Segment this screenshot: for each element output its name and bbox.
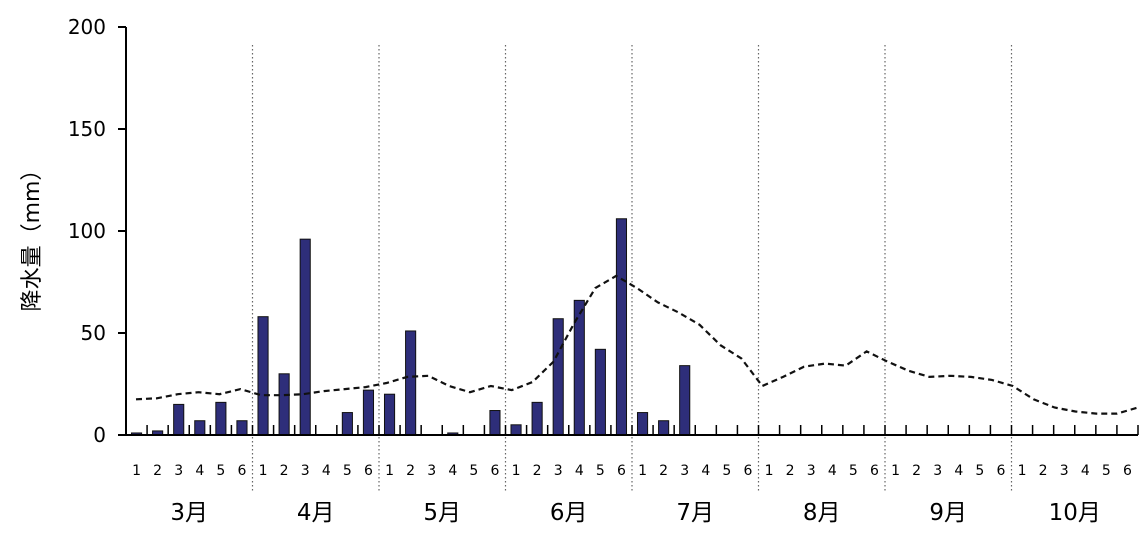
bar <box>405 330 417 436</box>
bar <box>257 316 269 436</box>
bar <box>173 403 185 436</box>
y-axis-title: 降水量（mm） <box>20 159 45 312</box>
y-tick-label: 50 <box>81 321 106 345</box>
x-tick-label: 6 <box>237 463 246 479</box>
x-tick-label: 5 <box>343 463 352 479</box>
x-tick-label: 4 <box>448 463 457 479</box>
x-tick-label: 1 <box>765 463 774 479</box>
x-tick-label: 2 <box>533 463 542 479</box>
bar <box>362 389 375 436</box>
month-label: 4月 <box>297 500 335 526</box>
axes <box>118 26 1139 436</box>
month-label: 6月 <box>550 500 588 526</box>
x-tick-label: 6 <box>617 463 626 479</box>
bar <box>299 238 311 436</box>
bar <box>236 420 248 436</box>
month-label: 10月 <box>1049 500 1101 526</box>
x-tick-label: 5 <box>975 463 984 479</box>
bar <box>615 218 628 436</box>
month-label: 9月 <box>929 500 967 526</box>
bar <box>510 424 522 436</box>
x-tick-label: 5 <box>216 463 225 479</box>
month-label: 8月 <box>803 500 841 526</box>
x-tick-label: 5 <box>1102 463 1111 479</box>
x-tick-label: 5 <box>596 463 605 479</box>
x-tick-label: 2 <box>153 463 162 479</box>
bar <box>194 420 206 436</box>
x-tick-label: 4 <box>701 463 710 479</box>
bar <box>679 365 691 436</box>
y-tick-label: 100 <box>68 219 106 243</box>
month-label: 3月 <box>170 500 208 526</box>
x-tick-label: 3 <box>554 463 563 479</box>
x-tick-label: 4 <box>575 463 584 479</box>
x-tick-label: 3 <box>301 463 310 479</box>
average-line-path <box>135 274 1139 415</box>
x-tick-label: 6 <box>743 463 752 479</box>
x-tick-label: 2 <box>659 463 668 479</box>
y-tick-label: 0 <box>93 423 106 447</box>
x-tick-label: 4 <box>322 463 331 479</box>
bar <box>383 393 396 436</box>
x-tick-label: 2 <box>912 463 921 479</box>
x-tick-label: 6 <box>870 463 879 479</box>
x-tick-label: 2 <box>1039 463 1048 479</box>
x-tick-label: 4 <box>828 463 837 479</box>
x-tick-label: 5 <box>722 463 731 479</box>
bars <box>130 218 691 436</box>
x-tick-label: 6 <box>1123 463 1132 479</box>
x-tick-label: 6 <box>996 463 1005 479</box>
x-tick-label: 3 <box>1060 463 1069 479</box>
average-line <box>135 274 1139 415</box>
bar <box>658 420 670 436</box>
bar <box>489 410 501 436</box>
x-tick-label: 3 <box>807 463 816 479</box>
month-label: 5月 <box>423 500 461 526</box>
bar <box>552 318 564 436</box>
x-tick-label: 5 <box>849 463 858 479</box>
x-tick-label: 3 <box>680 463 689 479</box>
x-tick-label: 6 <box>490 463 499 479</box>
month-label: 7月 <box>676 500 714 526</box>
x-tick-label: 4 <box>195 463 204 479</box>
x-tick-label: 1 <box>512 463 521 479</box>
x-tick-label: 6 <box>364 463 373 479</box>
x-tick-label: 3 <box>427 463 436 479</box>
bar <box>278 373 290 436</box>
x-tick-label: 2 <box>406 463 415 479</box>
x-tick-label: 5 <box>469 463 478 479</box>
x-tick-label: 2 <box>786 463 795 479</box>
bar <box>531 401 543 436</box>
y-tick-label: 150 <box>68 117 106 141</box>
bar <box>215 401 227 436</box>
x-tick-label: 1 <box>385 463 394 479</box>
x-tick-label: 1 <box>1018 463 1027 479</box>
x-tick-label: 3 <box>174 463 183 479</box>
bar <box>594 348 606 436</box>
x-tick-label: 2 <box>280 463 289 479</box>
bar <box>636 412 649 436</box>
x-tick-label: 1 <box>132 463 141 479</box>
x-tick-label: 4 <box>954 463 963 479</box>
month-separators <box>251 45 1013 493</box>
x-tick-label: 4 <box>1081 463 1090 479</box>
y-tick-label: 200 <box>68 15 106 39</box>
x-tick-label: 1 <box>259 463 268 479</box>
x-tick-label: 1 <box>638 463 647 479</box>
x-tick-label: 3 <box>933 463 942 479</box>
x-tick-label: 1 <box>891 463 900 479</box>
bar <box>341 412 353 436</box>
